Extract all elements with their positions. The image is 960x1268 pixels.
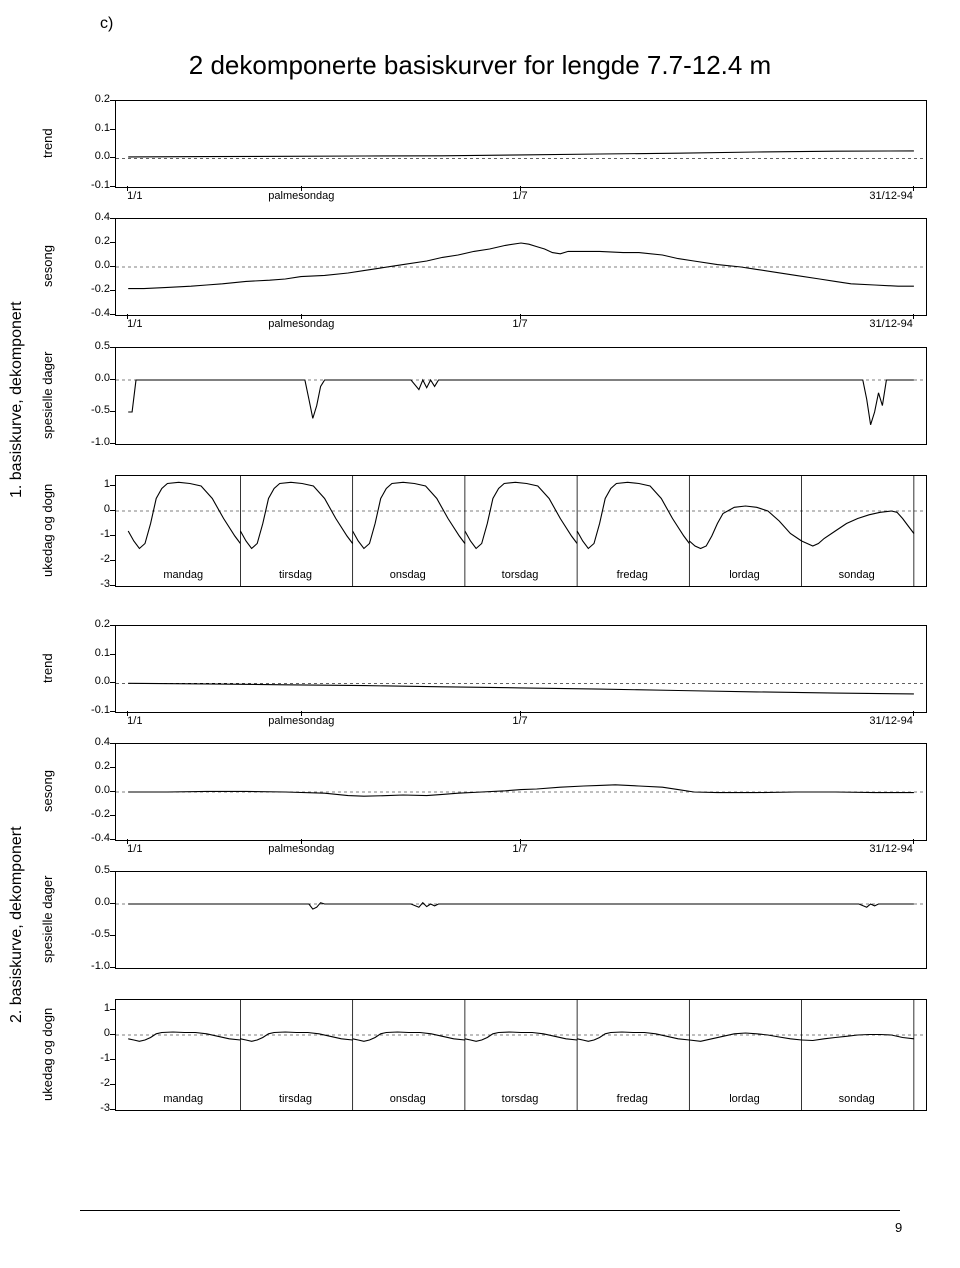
p2-spesielle-label: spesielle dager <box>40 871 55 967</box>
day-label: torsdag <box>502 569 539 581</box>
ytick: 0.2 <box>70 235 110 247</box>
ytick: 0.5 <box>70 340 110 352</box>
day-label: fredag <box>617 569 648 581</box>
ytick: -1 <box>70 528 110 540</box>
panel-p2_sesong <box>115 743 927 841</box>
ytick: 0 <box>70 1027 110 1039</box>
ytick: 1 <box>70 478 110 490</box>
p1-sesong-label: sesong <box>40 218 55 314</box>
ytick: -0.4 <box>70 832 110 844</box>
panel-p1_sesong <box>115 218 927 316</box>
ytick: -0.4 <box>70 307 110 319</box>
p1-trend-label: trend <box>40 100 55 186</box>
p1-ukedag-label: ukedag og dogn <box>40 475 55 585</box>
panel-p1_trend <box>115 100 927 188</box>
ytick: -2 <box>70 553 110 565</box>
ytick: 0.0 <box>70 150 110 162</box>
ytick: 0.0 <box>70 372 110 384</box>
ytick: 0.0 <box>70 259 110 271</box>
xtick: 1/1 <box>127 843 142 855</box>
ytick: 1 <box>70 1002 110 1014</box>
ytick: 0.1 <box>70 647 110 659</box>
xtick: palmesondag <box>268 190 334 202</box>
ytick: -3 <box>70 1102 110 1114</box>
group1-label: 1. basiskurve, dekomponert <box>8 210 26 590</box>
ytick: -1 <box>70 1052 110 1064</box>
panel-p2_spesielle <box>115 871 927 969</box>
p2-trend-label: trend <box>40 625 55 711</box>
day-label: onsdag <box>390 569 426 581</box>
ytick: 0.0 <box>70 896 110 908</box>
subplot-letter: c) <box>100 15 113 33</box>
ytick: 0.0 <box>70 675 110 687</box>
xtick: 1/7 <box>512 843 527 855</box>
xtick: 1/1 <box>127 318 142 330</box>
ytick: -3 <box>70 578 110 590</box>
panel-p1_spesielle <box>115 347 927 445</box>
day-label: sondag <box>839 1093 875 1105</box>
page-number: 9 <box>895 1220 902 1235</box>
xtick: 31/12-94 <box>869 318 912 330</box>
ytick: -0.2 <box>70 808 110 820</box>
xtick: 31/12-94 <box>869 190 912 202</box>
day-label: lordag <box>729 1093 760 1105</box>
ytick: 0.4 <box>70 736 110 748</box>
ytick: 0.2 <box>70 760 110 772</box>
xtick: 1/1 <box>127 190 142 202</box>
ytick: -2 <box>70 1077 110 1089</box>
day-label: mandag <box>163 569 203 581</box>
xtick: 31/12-94 <box>869 843 912 855</box>
day-label: torsdag <box>502 1093 539 1105</box>
main-title: 2 dekomponerte basiskurver for lengde 7.… <box>0 50 960 81</box>
xtick: 1/7 <box>512 318 527 330</box>
day-label: sondag <box>839 569 875 581</box>
xtick: palmesondag <box>268 715 334 727</box>
ytick: -1.0 <box>70 436 110 448</box>
xtick: 1/7 <box>512 190 527 202</box>
group2-label: 2. basiskurve, dekomponert <box>8 735 26 1115</box>
p2-ukedag-label: ukedag og dogn <box>40 999 55 1109</box>
xtick: palmesondag <box>268 318 334 330</box>
ytick: -0.2 <box>70 283 110 295</box>
day-label: tirsdag <box>279 1093 312 1105</box>
ytick: 0.1 <box>70 122 110 134</box>
day-label: tirsdag <box>279 569 312 581</box>
day-label: mandag <box>163 1093 203 1105</box>
ytick: -0.1 <box>70 179 110 191</box>
panel-p2_trend <box>115 625 927 713</box>
ytick: -1.0 <box>70 960 110 972</box>
ytick: 0.2 <box>70 93 110 105</box>
footer-rule <box>80 1210 900 1211</box>
ytick: 0.0 <box>70 784 110 796</box>
p1-spesielle-label: spesielle dager <box>40 347 55 443</box>
xtick: 31/12-94 <box>869 715 912 727</box>
ytick: 0.5 <box>70 864 110 876</box>
xtick: 1/7 <box>512 715 527 727</box>
xtick: palmesondag <box>268 843 334 855</box>
ytick: -0.5 <box>70 928 110 940</box>
page-container: c) 2 dekomponerte basiskurver for lengde… <box>0 0 960 1268</box>
p2-sesong-label: sesong <box>40 743 55 839</box>
day-label: onsdag <box>390 1093 426 1105</box>
ytick: -0.1 <box>70 704 110 716</box>
day-label: lordag <box>729 569 760 581</box>
ytick: 0 <box>70 503 110 515</box>
day-label: fredag <box>617 1093 648 1105</box>
xtick: 1/1 <box>127 715 142 727</box>
ytick: 0.4 <box>70 211 110 223</box>
ytick: -0.5 <box>70 404 110 416</box>
ytick: 0.2 <box>70 618 110 630</box>
